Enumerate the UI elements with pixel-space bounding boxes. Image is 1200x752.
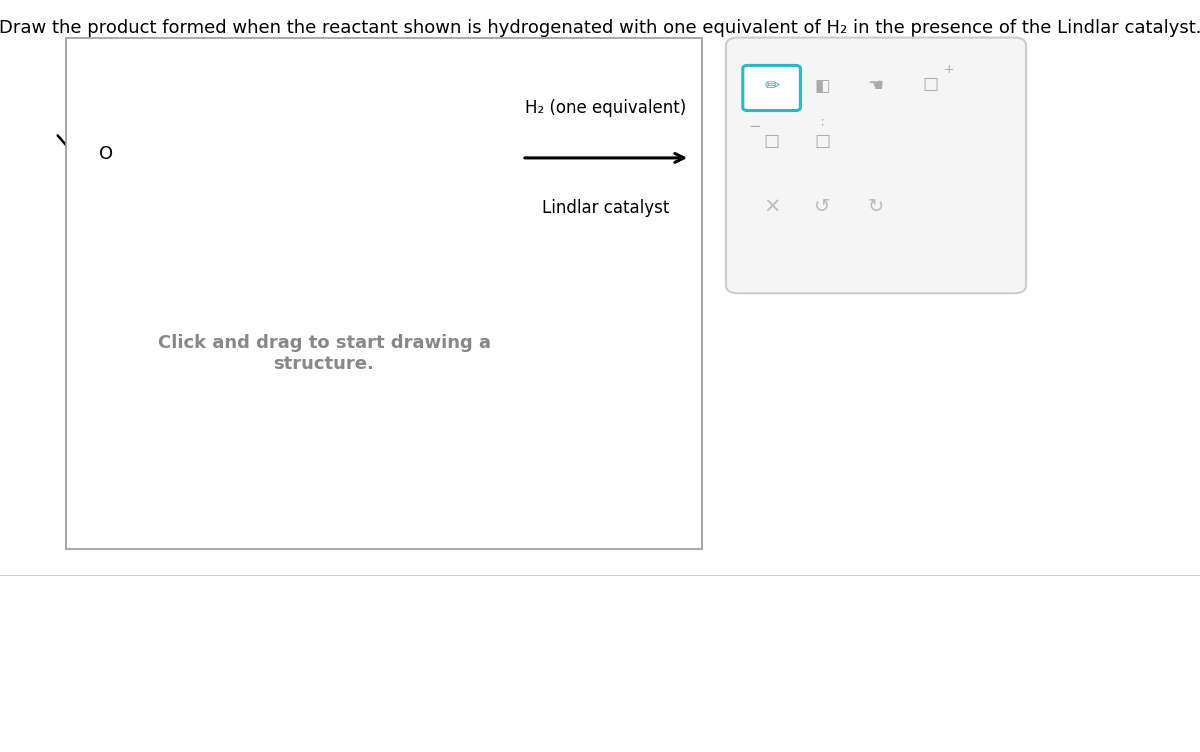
Text: ☐: ☐ xyxy=(922,77,938,96)
Text: ☚: ☚ xyxy=(868,77,884,96)
Text: ×: × xyxy=(763,197,780,217)
Text: ✏: ✏ xyxy=(764,77,779,96)
Text: Lindlar catalyst: Lindlar catalyst xyxy=(542,199,670,217)
Text: ☐: ☐ xyxy=(763,134,780,152)
Text: ↻: ↻ xyxy=(868,197,884,217)
Text: O: O xyxy=(98,145,113,163)
FancyBboxPatch shape xyxy=(66,38,702,549)
Text: ☐: ☐ xyxy=(814,134,830,152)
FancyBboxPatch shape xyxy=(743,65,800,111)
FancyBboxPatch shape xyxy=(726,38,1026,293)
Text: Click and drag to start drawing a
structure.: Click and drag to start drawing a struct… xyxy=(157,334,491,373)
Text: ◧: ◧ xyxy=(814,77,830,96)
Text: Draw the product formed when the reactant shown is hydrogenated with one equival: Draw the product formed when the reactan… xyxy=(0,19,1200,37)
Text: −: − xyxy=(749,119,761,134)
Text: ↺: ↺ xyxy=(814,197,830,217)
Text: H₂ (one equivalent): H₂ (one equivalent) xyxy=(526,99,686,117)
Text: ∶: ∶ xyxy=(821,117,823,130)
Text: +: + xyxy=(944,63,954,77)
